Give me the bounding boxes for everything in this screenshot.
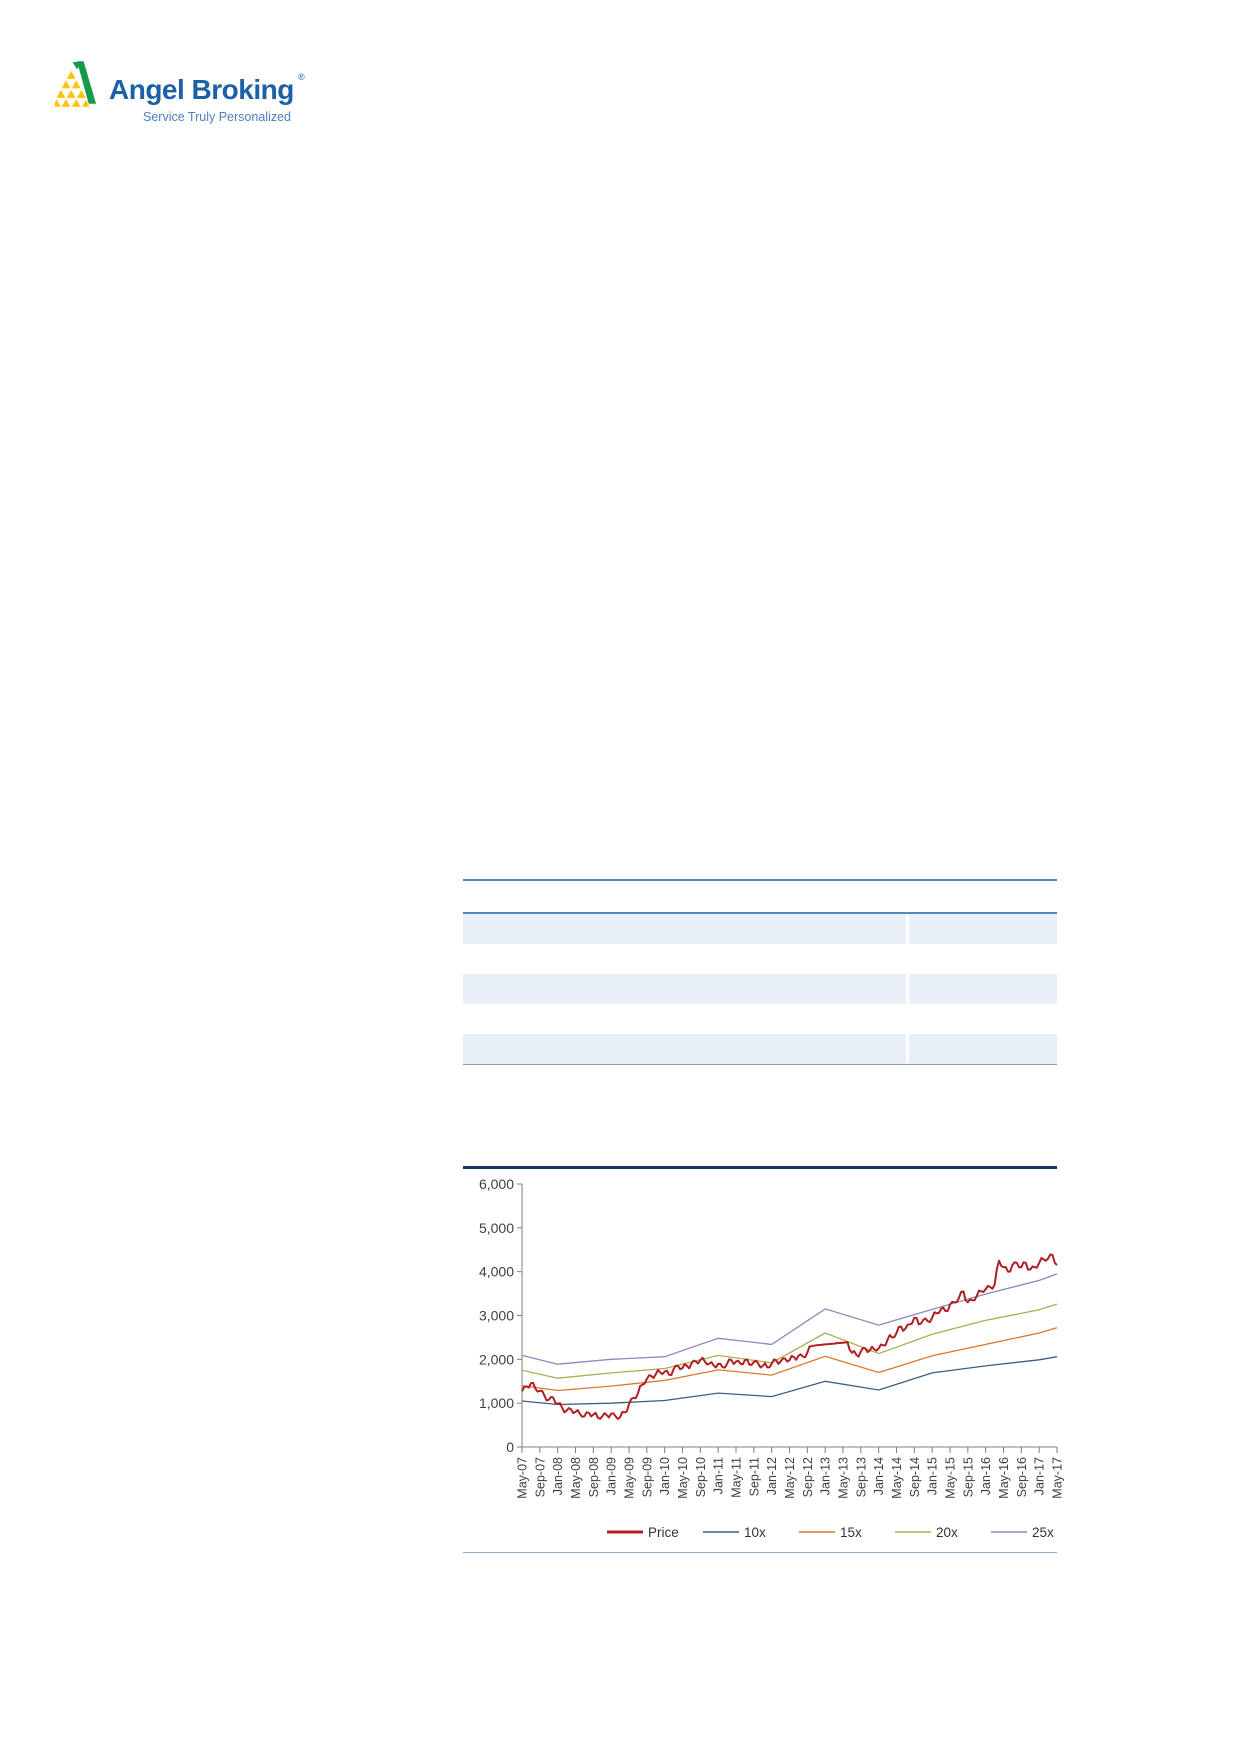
legend-label-25x: 25x xyxy=(1032,1525,1054,1540)
chart-top-rule xyxy=(463,1166,1057,1169)
x-tick-label: Jan-14 xyxy=(872,1457,886,1495)
x-tick-label: Sep-10 xyxy=(694,1457,708,1497)
table-row xyxy=(463,1004,1057,1034)
y-tick-label: 4,000 xyxy=(479,1264,514,1280)
x-tick-label: Jan-10 xyxy=(658,1457,672,1495)
x-tick-label: Jan-16 xyxy=(979,1457,993,1495)
angel-broking-logo: Angel Broking ® Service Truly Personaliz… xyxy=(55,58,315,130)
x-tick-label: Sep-07 xyxy=(533,1457,547,1497)
x-tick-label: Jan-12 xyxy=(765,1457,779,1495)
y-tick-label: 5,000 xyxy=(479,1220,514,1236)
table-header-row xyxy=(463,879,1057,914)
x-tick-label: May-10 xyxy=(676,1457,690,1499)
x-tick-label: Sep-16 xyxy=(1015,1457,1029,1497)
x-tick-label: May-09 xyxy=(623,1457,637,1499)
chart-legend: Price 10x 15x 20x 25x xyxy=(607,1525,1054,1540)
table-row xyxy=(463,914,1057,944)
brand-tagline: Service Truly Personalized xyxy=(143,110,291,124)
series-20x xyxy=(521,1303,1058,1379)
x-tick-label: Jan-17 xyxy=(1033,1457,1047,1495)
x-tick-label: May-15 xyxy=(944,1457,958,1499)
pe-band-chart: 6,000 5,000 4,000 3,000 2,000 1,000 0 May-07 Sep… xyxy=(450,1160,1070,1590)
y-tick-label: 0 xyxy=(506,1439,514,1455)
y-tick-label: 6,000 xyxy=(479,1176,514,1192)
x-tick-label: Sep-11 xyxy=(747,1457,761,1496)
legend-label-20x: 20x xyxy=(936,1525,958,1540)
x-tick-label: Sep-08 xyxy=(587,1457,601,1497)
series-15x xyxy=(521,1327,1058,1392)
y-tick-label: 3,000 xyxy=(479,1308,514,1324)
y-tick-label: 1,000 xyxy=(479,1395,514,1411)
x-tick-label: Jan-13 xyxy=(819,1457,833,1495)
x-tick-label: May-13 xyxy=(837,1457,851,1499)
table-row xyxy=(463,974,1057,1004)
brand-name: Angel Broking xyxy=(109,74,294,105)
angel-broking-logo-icon xyxy=(55,61,97,107)
series-10x xyxy=(521,1356,1058,1406)
legend-label-10x: 10x xyxy=(744,1525,766,1540)
x-tick-label: Jan-08 xyxy=(551,1457,565,1495)
x-tick-label: Jan-09 xyxy=(605,1457,619,1495)
x-tick-label: Sep-12 xyxy=(801,1457,815,1497)
x-tick-label: May-17 xyxy=(1051,1457,1065,1499)
x-tick-label: May-16 xyxy=(997,1457,1011,1499)
x-tick-label: Sep-14 xyxy=(908,1457,922,1497)
table-row xyxy=(463,1034,1057,1064)
y-tick-label: 2,000 xyxy=(479,1351,514,1367)
x-tick-label: Sep-15 xyxy=(961,1457,975,1497)
x-tick-label: Sep-13 xyxy=(854,1457,868,1497)
table-row xyxy=(463,944,1057,974)
table-bottom-border xyxy=(463,1064,1057,1065)
x-tick-label: Jan-11 xyxy=(712,1457,726,1494)
x-tick-label: May-11 xyxy=(730,1457,744,1498)
legend-label-Price: Price xyxy=(648,1525,679,1540)
x-tick-label: May-08 xyxy=(569,1457,583,1499)
x-tick-label: May-07 xyxy=(516,1457,530,1499)
table-column-divider xyxy=(906,914,909,1063)
chart-bottom-rule xyxy=(463,1552,1057,1553)
series-25x xyxy=(521,1273,1058,1365)
x-tick-label: Jan-15 xyxy=(926,1457,940,1495)
legend-label-15x: 15x xyxy=(840,1525,862,1540)
x-tick-label: May-12 xyxy=(783,1457,797,1499)
x-tick-label: Sep-09 xyxy=(640,1457,654,1497)
x-tick-label: May-14 xyxy=(890,1457,904,1499)
series-Price xyxy=(521,1253,1058,1420)
registered-mark: ® xyxy=(298,72,305,82)
financial-table xyxy=(463,879,1057,1065)
